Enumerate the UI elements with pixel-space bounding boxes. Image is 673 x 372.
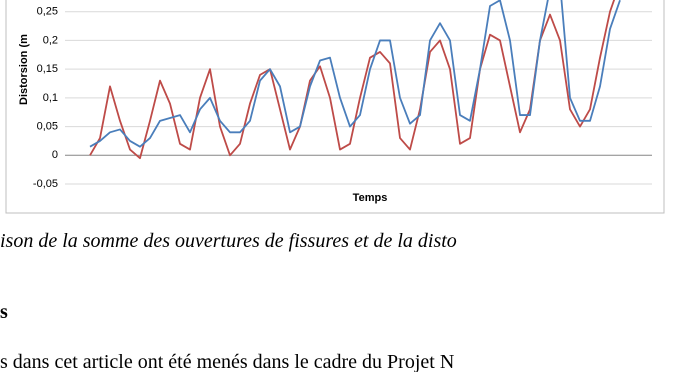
y-tick-label: 0,25: [37, 6, 58, 18]
y-tick-label: 0,1: [43, 92, 58, 104]
y-axis-label: Distorsion (m: [18, 34, 30, 105]
body-text: s dans cet article ont été menés dans le…: [0, 351, 454, 372]
y-tick-label: 0: [52, 149, 58, 161]
y-tick-label: 0,05: [37, 120, 58, 132]
chart-frame: [5, 0, 665, 214]
y-tick-label: 0,15: [37, 63, 58, 75]
section-heading: s: [0, 301, 8, 323]
chart: 0,25 0,2 0,15 0,1 0,05 0 -0,05: [33, 0, 652, 190]
y-tick-label: -0,05: [33, 178, 58, 190]
data-line: [89, 0, 621, 148]
y-tick-label: 0,2: [43, 34, 58, 46]
figure-caption: ison de la somme des ouvertures de fissu…: [0, 230, 457, 252]
x-axis-label: Temps: [353, 192, 388, 204]
